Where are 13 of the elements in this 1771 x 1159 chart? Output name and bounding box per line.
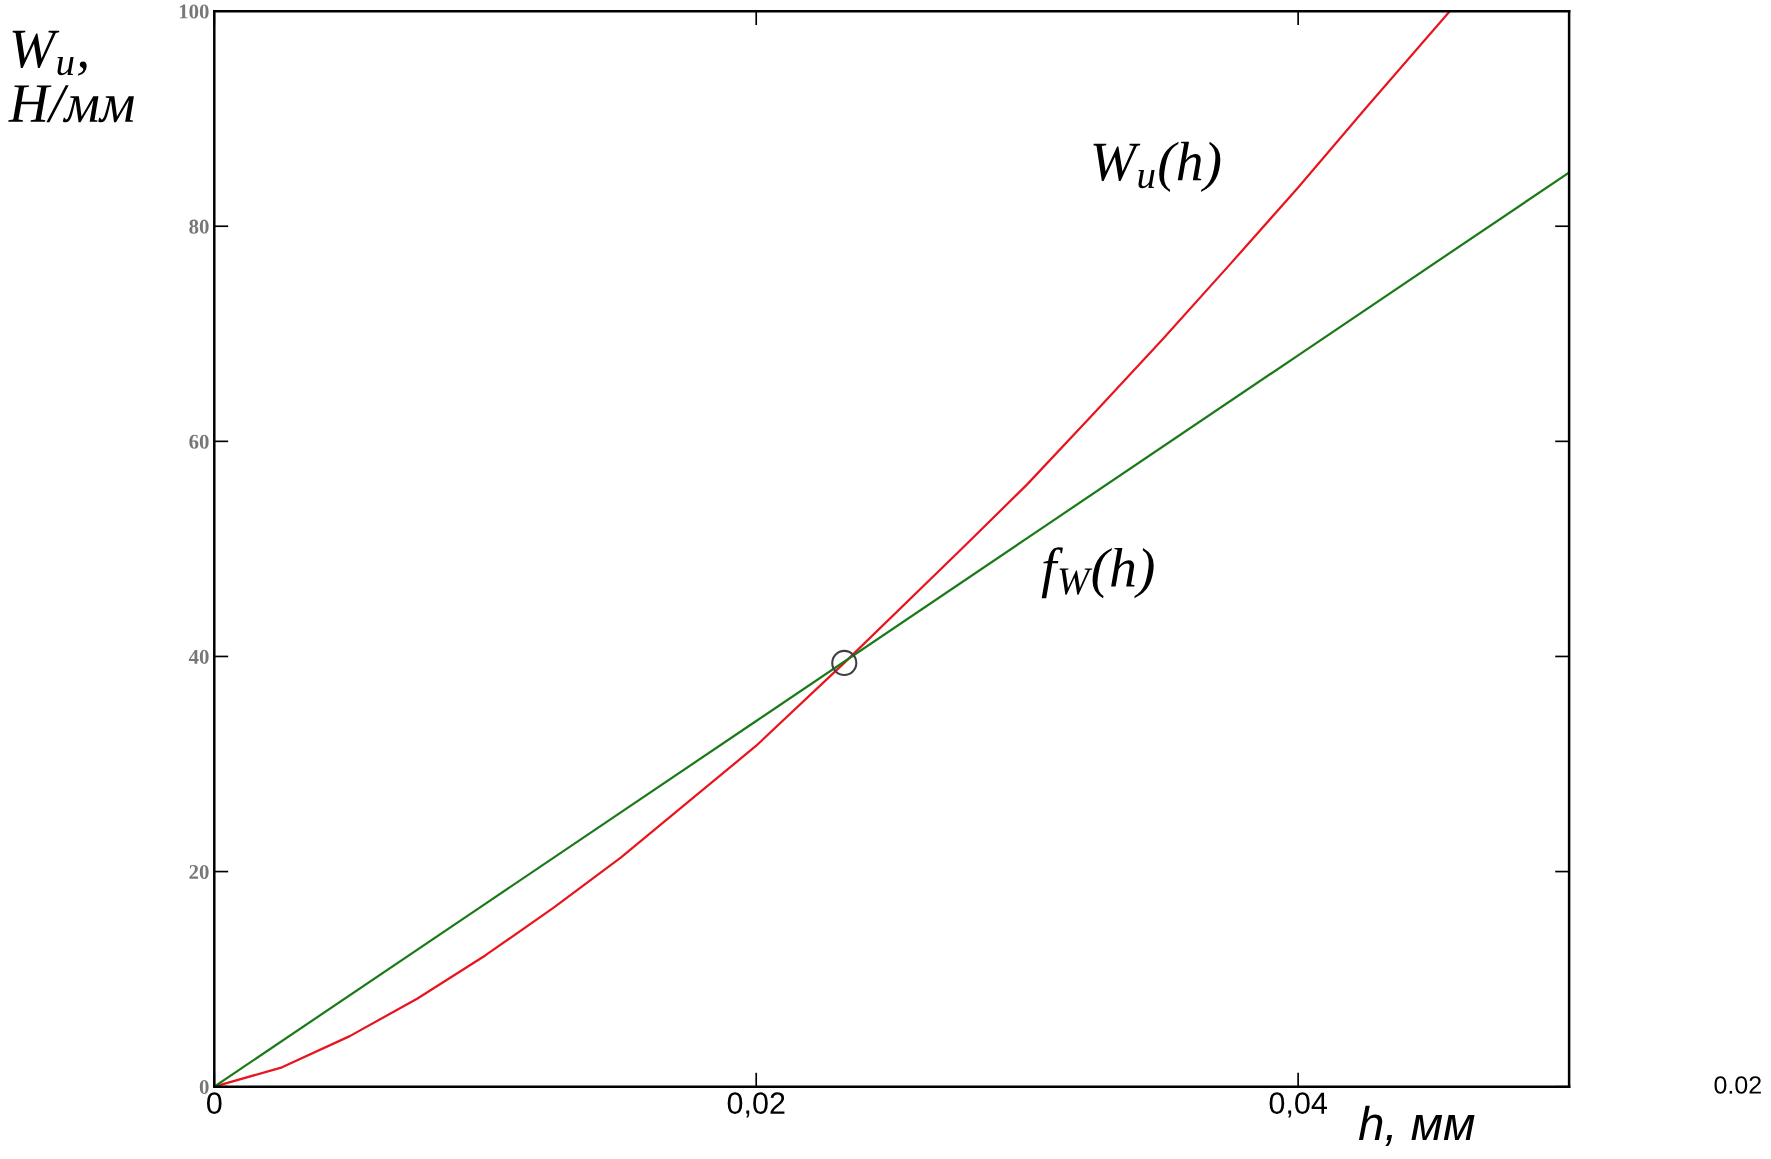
x-axis-title: h, мм [1358, 1105, 1475, 1146]
text: 0.02 [1714, 1076, 1761, 1094]
y-axis-title: W$_{u}$, Н/мм [8, 30, 134, 123]
series-label: f$_{W}$(h) [1041, 547, 1154, 599]
y-tick-label: 100 [179, 4, 209, 19]
y-tick-label: 40 [188, 649, 209, 664]
y-tick-label: 0 [199, 1080, 209, 1095]
y-tick-label: 80 [189, 219, 209, 234]
series-label: W$_{u}$(h) [1093, 141, 1221, 193]
y-tick-label: 20 [189, 864, 209, 879]
y-tick-label: 60 [189, 434, 209, 449]
x-tick-label: 0,02 [727, 1092, 785, 1118]
x-tick-label: 0,04 [1269, 1092, 1327, 1118]
